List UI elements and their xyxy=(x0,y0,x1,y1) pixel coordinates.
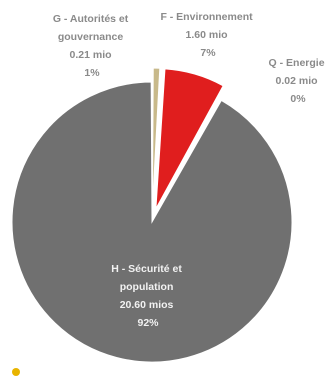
slice-label-autorites: G - Autorités et gouvernance 0.21 mio 1% xyxy=(53,13,131,79)
slice-label-energie: Q - Energie 0.02 mio 0% xyxy=(269,57,328,105)
slice-label-securite: H - Sécurité et population 20.60 mios 92… xyxy=(111,263,185,329)
logo-mark xyxy=(12,368,20,376)
slice-securite xyxy=(11,81,293,363)
slice-label-environnement: F - Environnement 1.60 mio 7% xyxy=(160,11,255,59)
slice-autorites xyxy=(151,67,161,209)
pie-slices xyxy=(11,67,293,363)
slice-environnement xyxy=(155,68,224,209)
